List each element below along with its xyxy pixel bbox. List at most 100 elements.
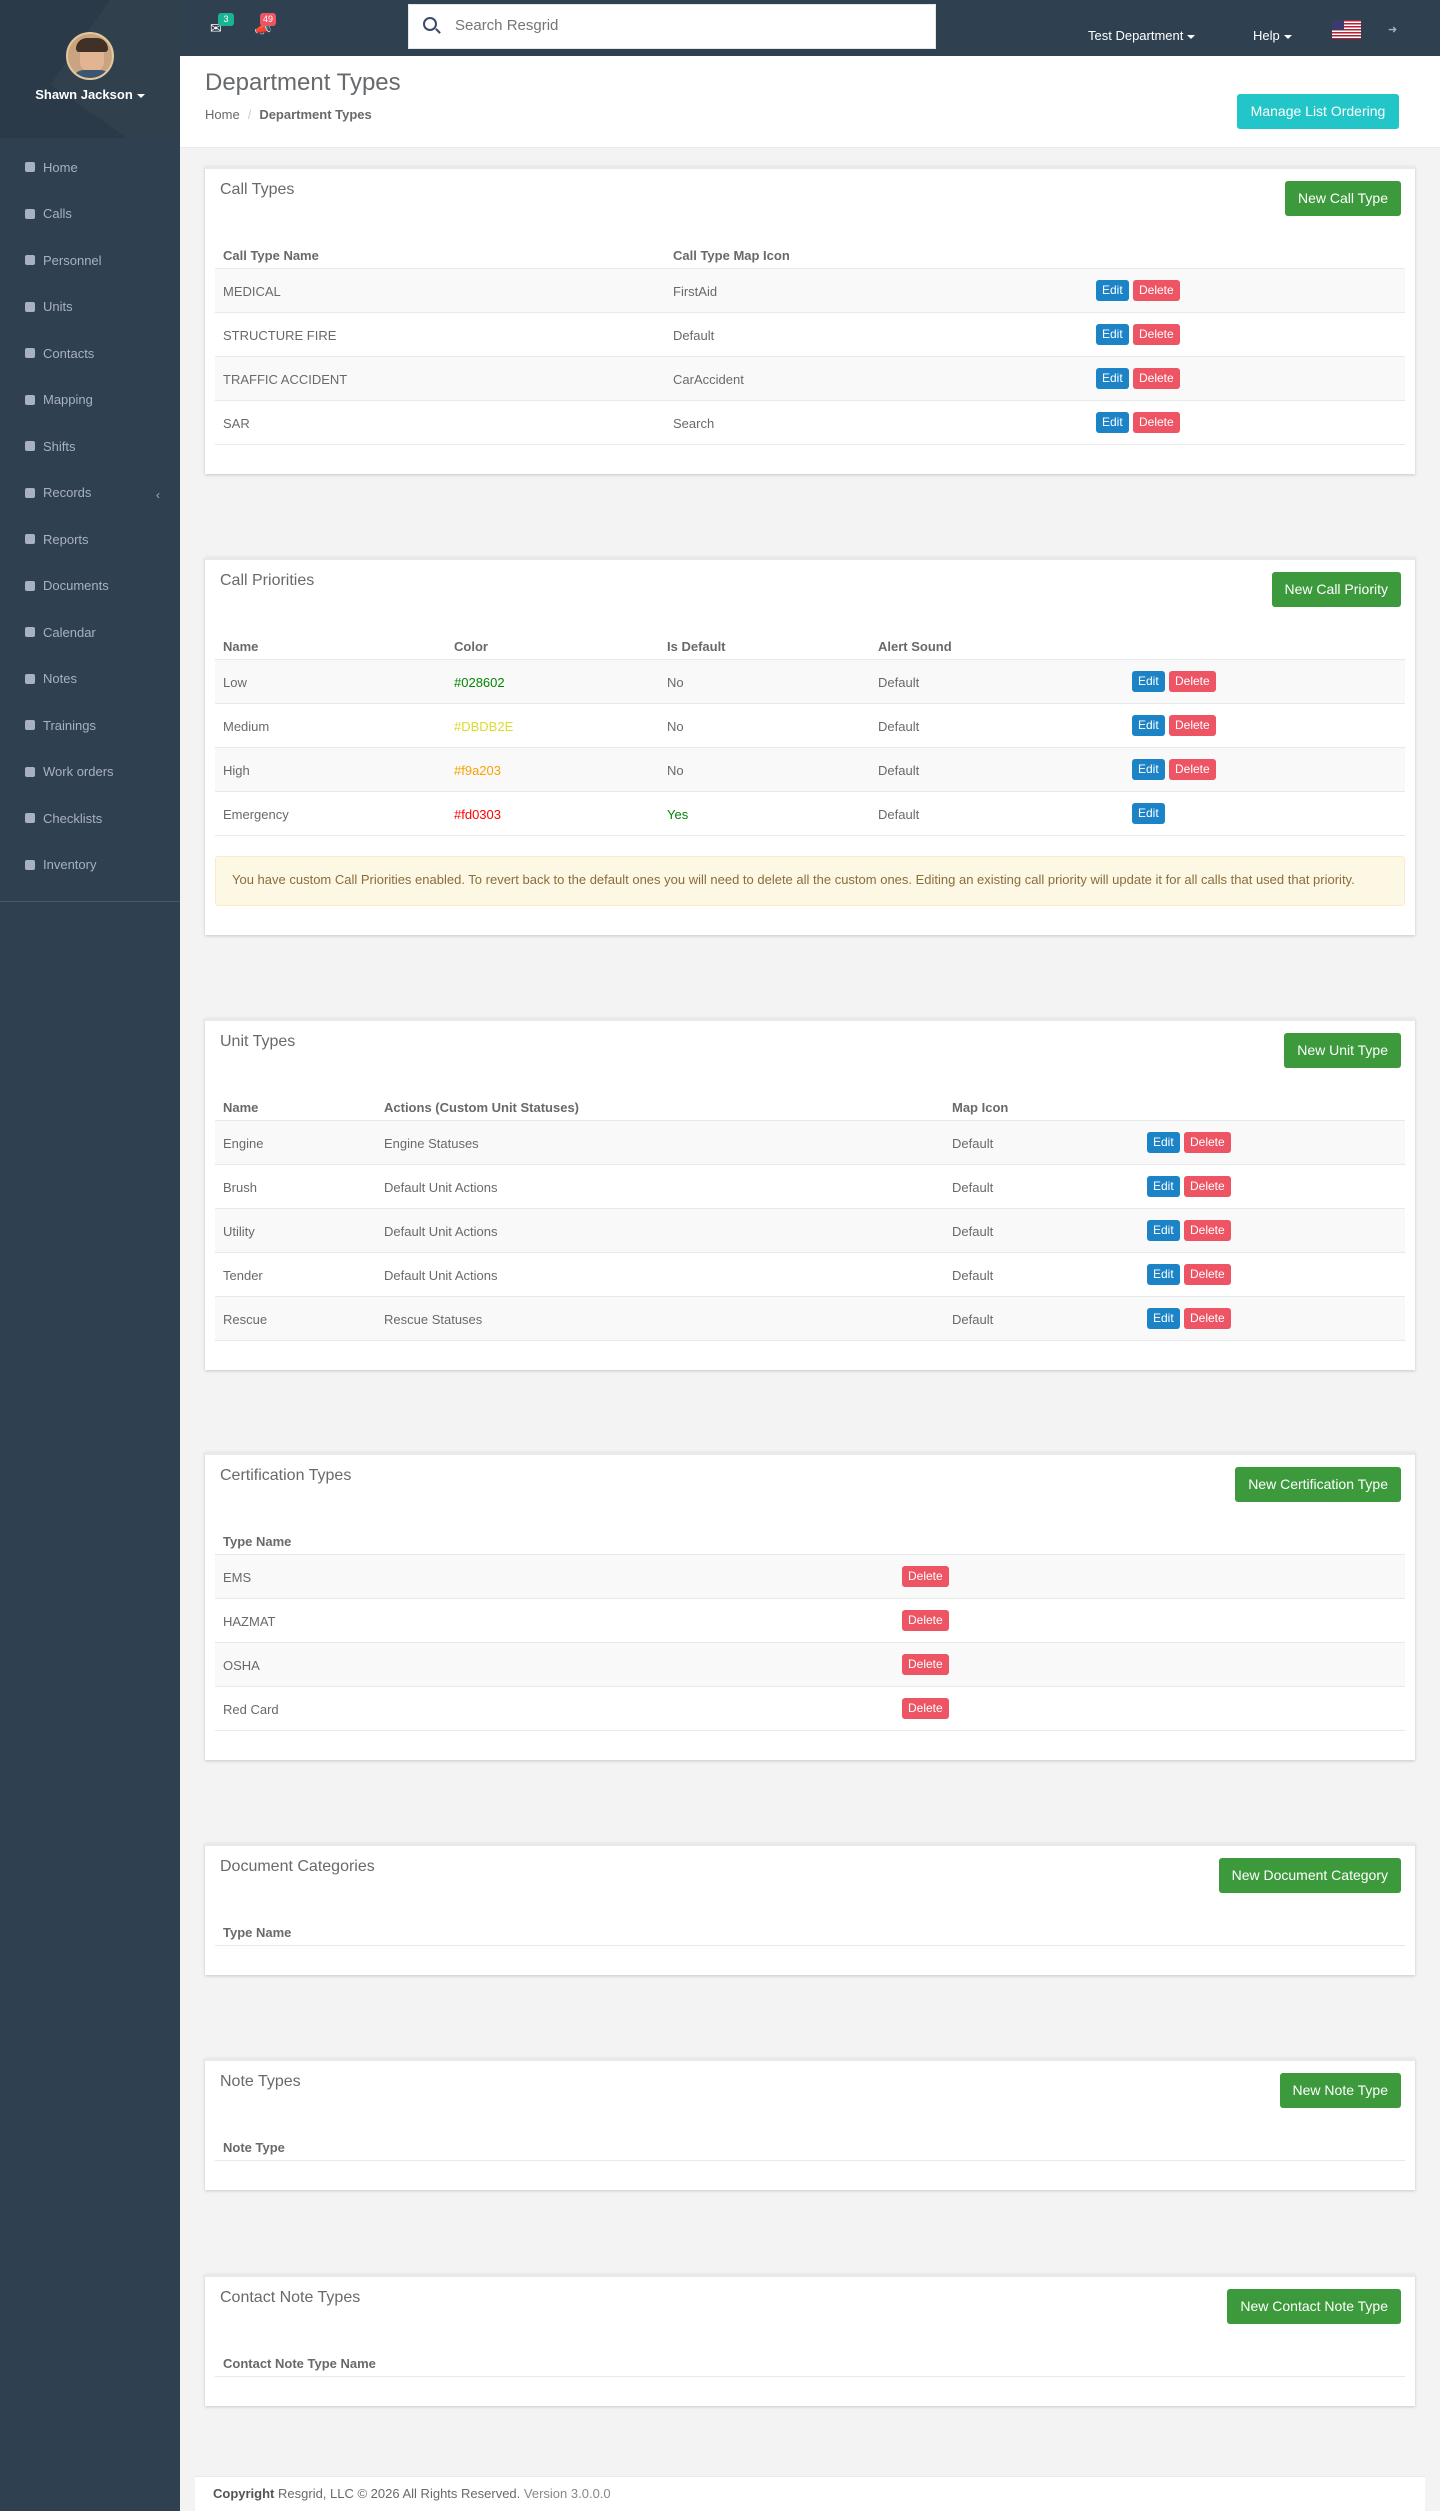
department-label: Test Department bbox=[1088, 28, 1184, 43]
delete-button[interactable]: Delete bbox=[1169, 715, 1216, 736]
sidebar-item-work-orders[interactable]: Work orders bbox=[0, 749, 180, 796]
delete-button[interactable]: Delete bbox=[902, 1698, 949, 1719]
table-header: Type Name bbox=[215, 1521, 1405, 1555]
column-header: Alert Sound bbox=[878, 639, 952, 654]
sidebar-item-documents[interactable]: Documents bbox=[0, 563, 180, 610]
edit-button[interactable]: Edit bbox=[1096, 280, 1129, 301]
delete-button[interactable]: Delete bbox=[1169, 671, 1216, 692]
new-call-priority-button[interactable]: New Call Priority bbox=[1271, 572, 1401, 607]
profile-name-dropdown[interactable]: Shawn Jackson bbox=[0, 87, 180, 102]
sidebar-item-trainings[interactable]: Trainings bbox=[0, 702, 180, 749]
table-cell: MEDICAL bbox=[223, 284, 281, 299]
edit-button[interactable]: Edit bbox=[1096, 368, 1129, 389]
new-unit-type-button[interactable]: New Unit Type bbox=[1284, 1033, 1401, 1068]
column-header: Name bbox=[223, 1100, 259, 1115]
table-cell: Default bbox=[878, 807, 920, 822]
delete-button[interactable]: Delete bbox=[1133, 368, 1180, 389]
note-types-panel: Note Types New Note Type Note Type bbox=[205, 2058, 1415, 2190]
sidebar-item-label: Records bbox=[43, 485, 92, 501]
table-row: STRUCTURE FIRE Default Edit Delete bbox=[215, 313, 1405, 357]
new-contact-note-type-button[interactable]: New Contact Note Type bbox=[1227, 2289, 1401, 2324]
new-certification-type-button[interactable]: New Certification Type bbox=[1235, 1467, 1401, 1502]
sidebar-item-mapping[interactable]: Mapping bbox=[0, 377, 180, 424]
edit-button[interactable]: Edit bbox=[1147, 1176, 1180, 1197]
delete-button[interactable]: Delete bbox=[902, 1610, 949, 1631]
sidebar-item-label: Calendar bbox=[43, 624, 96, 640]
delete-button[interactable]: Delete bbox=[1184, 1264, 1231, 1285]
profile-area: Shawn Jackson bbox=[0, 0, 180, 138]
column-header: Actions (Custom Unit Statuses) bbox=[384, 1100, 580, 1115]
edit-button[interactable]: Edit bbox=[1132, 803, 1165, 824]
table-cell: Default bbox=[878, 763, 920, 778]
delete-button[interactable]: Delete bbox=[1133, 412, 1180, 433]
avatar[interactable] bbox=[66, 32, 114, 80]
sidebar-item-calendar[interactable]: Calendar bbox=[0, 609, 180, 656]
call-types-table: Call Type Name Call Type Map Icon MEDICA… bbox=[215, 235, 1405, 445]
sidebar-item-inventory[interactable]: Inventory bbox=[0, 842, 180, 889]
delete-button[interactable]: Delete bbox=[902, 1654, 949, 1675]
table-cell: Rescue bbox=[223, 1312, 268, 1327]
delete-button[interactable]: Delete bbox=[1184, 1220, 1231, 1241]
new-document-category-button[interactable]: New Document Category bbox=[1218, 1858, 1401, 1893]
custom-priorities-alert: You have custom Call Priorities enabled.… bbox=[215, 856, 1405, 906]
chevron-left-icon: ‹ bbox=[156, 487, 160, 502]
new-note-type-button[interactable]: New Note Type bbox=[1279, 2073, 1401, 2108]
table-cell: OSHA bbox=[223, 1658, 260, 1673]
new-call-type-button[interactable]: New Call Type bbox=[1284, 181, 1401, 216]
contact-note-types-table: Contact Note Type Name bbox=[215, 2343, 1405, 2377]
edit-button[interactable]: Edit bbox=[1147, 1220, 1180, 1241]
delete-button[interactable]: Delete bbox=[902, 1566, 949, 1587]
table-cell: Red Card bbox=[223, 1702, 279, 1717]
sidebar-item-notes[interactable]: Notes bbox=[0, 656, 180, 703]
sidebar-item-shifts[interactable]: Shifts bbox=[0, 423, 180, 470]
help-dropdown[interactable]: Help bbox=[1253, 28, 1292, 43]
sidebar-item-records[interactable]: Records ‹ bbox=[0, 470, 180, 517]
sidebar-item-personnel[interactable]: Personnel bbox=[0, 237, 180, 284]
sidebar-item-label: Shifts bbox=[43, 438, 76, 454]
edit-button[interactable]: Edit bbox=[1147, 1132, 1180, 1153]
search-input[interactable] bbox=[455, 17, 905, 34]
table-cell: Default bbox=[952, 1136, 994, 1151]
table-row: High #f9a203 No Default Edit Delete bbox=[215, 748, 1405, 792]
edit-button[interactable]: Edit bbox=[1132, 715, 1165, 736]
column-header: Note Type bbox=[223, 2140, 285, 2155]
page-title: Department Types bbox=[205, 69, 401, 96]
table-cell: EMS bbox=[223, 1570, 252, 1585]
sidebar-item-reports[interactable]: Reports bbox=[0, 516, 180, 563]
delete-button[interactable]: Delete bbox=[1184, 1176, 1231, 1197]
document-categories-table: Type Name bbox=[215, 1912, 1405, 1946]
edit-button[interactable]: Edit bbox=[1096, 412, 1129, 433]
edit-button[interactable]: Edit bbox=[1147, 1264, 1180, 1285]
department-dropdown[interactable]: Test Department bbox=[1088, 28, 1196, 43]
call-types-title: Call Types bbox=[220, 181, 295, 198]
table-cell: Default Unit Actions bbox=[384, 1224, 498, 1239]
address-book-icon bbox=[25, 348, 35, 359]
delete-button[interactable]: Delete bbox=[1133, 324, 1180, 345]
sidebar-item-home[interactable]: Home bbox=[0, 144, 180, 191]
us-flag-icon[interactable] bbox=[1332, 20, 1361, 39]
sidebar-item-units[interactable]: Units bbox=[0, 284, 180, 331]
breadcrumb-home[interactable]: Home bbox=[205, 107, 240, 122]
table-header: Name Actions (Custom Unit Statuses) Map … bbox=[215, 1087, 1405, 1121]
edit-button[interactable]: Edit bbox=[1147, 1308, 1180, 1329]
unit-types-table: Name Actions (Custom Unit Statuses) Map … bbox=[215, 1087, 1405, 1341]
profile-name: Shawn Jackson bbox=[35, 87, 133, 102]
sidebar-item-calls[interactable]: Calls bbox=[0, 191, 180, 238]
logout-icon[interactable]: ➜ bbox=[1388, 24, 1398, 36]
edit-button[interactable]: Edit bbox=[1132, 671, 1165, 692]
table-header: Contact Note Type Name bbox=[215, 2343, 1405, 2377]
delete-button[interactable]: Delete bbox=[1133, 280, 1180, 301]
call-priorities-table: Name Color Is Default Alert Sound Low #02… bbox=[215, 626, 1405, 836]
delete-button[interactable]: Delete bbox=[1184, 1132, 1231, 1153]
envelope-icon[interactable]: ✉ bbox=[210, 20, 222, 36]
edit-button[interactable]: Edit bbox=[1132, 759, 1165, 780]
manage-list-ordering-button[interactable]: Manage List Ordering bbox=[1237, 94, 1399, 129]
sidebar-item-checklists[interactable]: Checklists bbox=[0, 795, 180, 842]
sidebar-item-contacts[interactable]: Contacts bbox=[0, 330, 180, 377]
search-icon bbox=[423, 17, 437, 31]
table-row: Rescue Rescue Statuses Default Edit Delete bbox=[215, 1297, 1405, 1341]
delete-button[interactable]: Delete bbox=[1184, 1308, 1231, 1329]
edit-button[interactable]: Edit bbox=[1096, 324, 1129, 345]
delete-button[interactable]: Delete bbox=[1169, 759, 1216, 780]
checklist-icon bbox=[25, 813, 35, 824]
